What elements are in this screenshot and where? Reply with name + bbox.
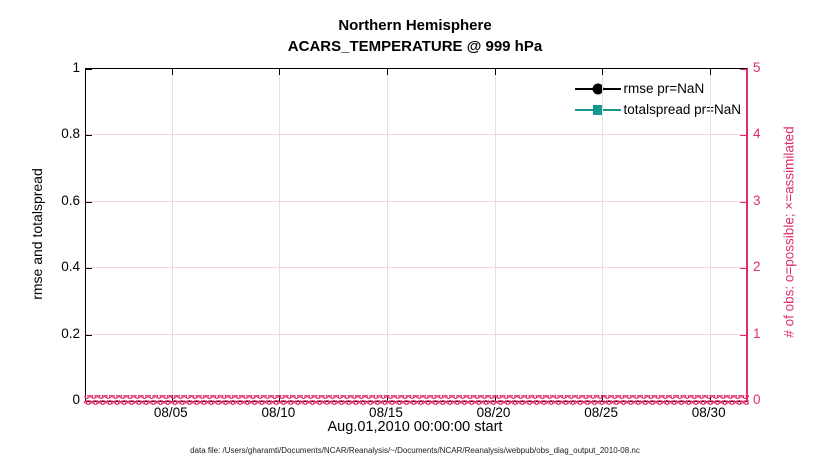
y-right-tick-label: 4 (753, 126, 761, 142)
y-left-tick-label: 0 (72, 392, 80, 407)
x-tick-label: 08/20 (476, 405, 511, 420)
y-tick-right (740, 268, 746, 270)
y-left-tick-label: 0.6 (61, 192, 80, 208)
y-tick-left (86, 69, 92, 70)
legend-label-rmse: rmse pr=NaN (623, 81, 705, 96)
x-tick-top (709, 69, 711, 75)
plot-area: rmse pr=NaN totalspread pr=NaN o×o×o×o×o… (84, 68, 749, 407)
plot-title: Northern Hemisphere (338, 17, 492, 34)
y-axis-label-left: rmse and totalspread (29, 168, 45, 300)
y-tick-right (740, 334, 746, 336)
x-tick-label: 08/25 (584, 405, 619, 420)
y-tick-left (86, 135, 92, 137)
plot-subtitle: ACARS_TEMPERATURE @ 999 hPa (287, 38, 543, 55)
x-tick-bottom (279, 395, 281, 401)
rmse-marker-icon (574, 82, 621, 96)
x-tick-top (386, 69, 388, 75)
legend-label-totalspread: totalspread pr=NaN (623, 102, 741, 117)
x-axis-label: Aug.01,2010 00:00:00 start (327, 419, 503, 435)
y-left-tick-label: 0.2 (61, 325, 80, 341)
v-gridline (171, 69, 173, 401)
x-tick-bottom (171, 395, 173, 401)
y-right-tick-label: 2 (753, 259, 761, 275)
y-right-tick-label: 3 (753, 192, 761, 208)
x-tick-top (494, 69, 496, 75)
h-gridline (86, 134, 746, 136)
obs-marker-band: o×o×o×o×o×o×o×o×o×o×o×o×o×o×o×o×o×o×o×o×… (84, 395, 749, 407)
y-tick-left (86, 334, 92, 336)
h-gridline (86, 267, 746, 269)
v-gridline (279, 69, 281, 401)
x-tick-bottom (494, 395, 496, 401)
x-tick-bottom (602, 395, 604, 401)
legend-item-rmse: rmse pr=NaN (574, 80, 741, 97)
totalspread-marker-icon (574, 103, 621, 117)
legend: rmse pr=NaN totalspread pr=NaN (574, 80, 741, 118)
data-file-caption: data file: /Users/gharamti/Documents/NCA… (190, 446, 640, 455)
x-tick-label: 08/10 (261, 405, 296, 420)
v-gridline (709, 69, 711, 401)
x-tick-top (602, 69, 604, 75)
y-tick-left (86, 201, 92, 203)
y-left-tick-label: 1 (72, 60, 80, 75)
y-tick-right (740, 201, 746, 203)
y-right-tick-label: 5 (753, 60, 761, 75)
y-tick-right (740, 401, 746, 402)
x-tick-label: 08/30 (691, 405, 726, 420)
v-gridline (386, 69, 388, 401)
y-tick-right (740, 69, 746, 70)
x-tick-top (171, 69, 173, 75)
x-tick-top (279, 69, 281, 75)
y-axis-label-right: # of obs: o=possible; ×=assimilated (781, 126, 797, 338)
y-right-tick-label: 0 (753, 392, 761, 407)
x-tick-label: 08/05 (153, 405, 188, 420)
legend-item-totalspread: totalspread pr=NaN (574, 101, 741, 118)
y-left-tick-label: 0.4 (61, 259, 80, 275)
y-right-tick-label: 1 (753, 325, 761, 341)
x-tick-bottom (386, 395, 388, 401)
h-gridline (86, 333, 746, 335)
v-gridline (494, 69, 496, 401)
y-tick-left (86, 268, 92, 270)
y-tick-right (740, 135, 746, 137)
y-left-tick-label: 0.8 (61, 126, 80, 142)
y-tick-left (86, 401, 92, 402)
h-gridline (86, 200, 746, 202)
x-tick-bottom (709, 395, 711, 401)
v-gridline (602, 69, 604, 401)
x-tick-label: 08/15 (369, 405, 403, 420)
